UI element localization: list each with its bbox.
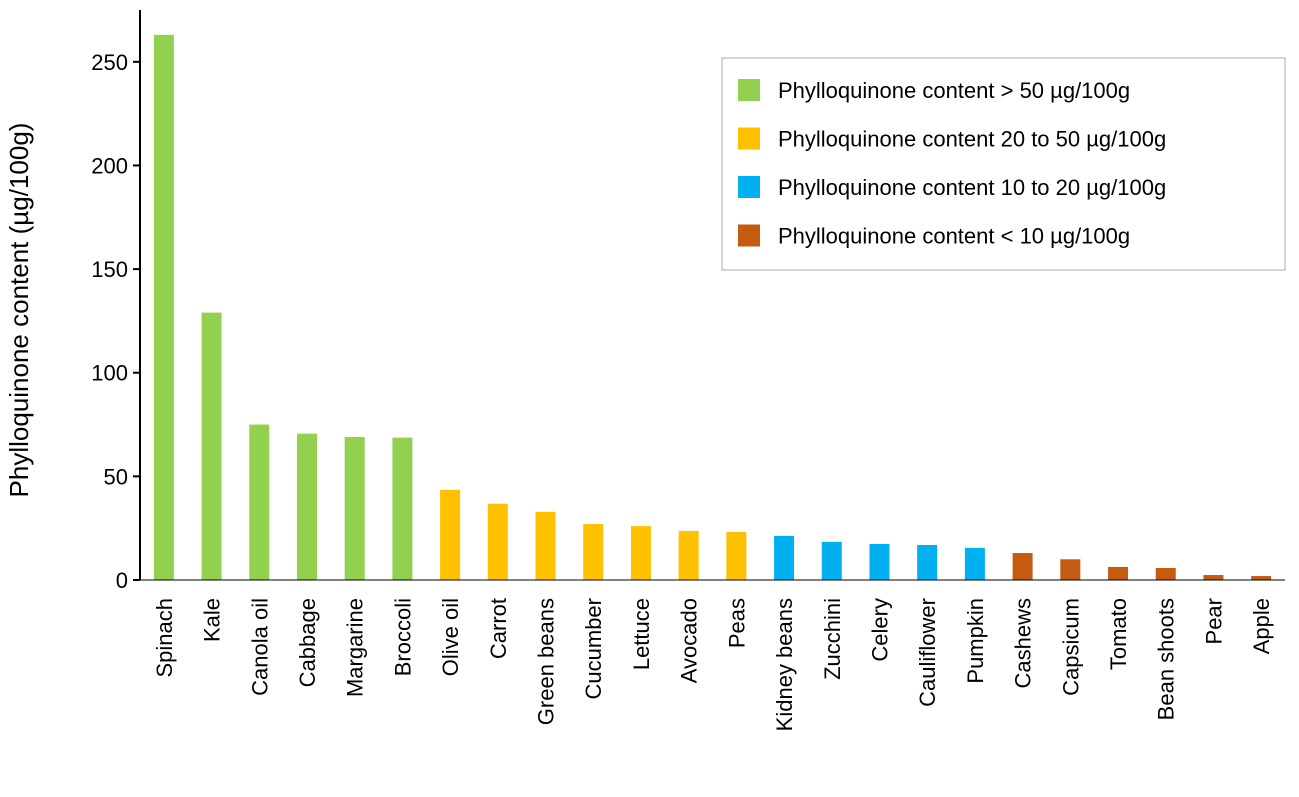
bar	[917, 544, 938, 580]
x-tick-label: Margarine	[343, 598, 368, 697]
bar	[1155, 567, 1176, 580]
legend-swatch	[738, 176, 760, 198]
x-tick-label: Olive oil	[438, 598, 463, 676]
legend-swatch	[738, 79, 760, 101]
x-tick-label: Zucchini	[820, 598, 845, 680]
x-tick-label: Cabbage	[295, 598, 320, 687]
bar	[487, 503, 508, 580]
x-tick-label: Cucumber	[581, 598, 606, 699]
x-tick-label: Spinach	[152, 598, 177, 678]
bar	[821, 541, 842, 580]
x-tick-label: Kale	[200, 598, 225, 642]
bar	[583, 524, 604, 580]
legend-label: Phylloquinone content > 50 µg/100g	[778, 78, 1130, 103]
y-tick-label: 0	[116, 568, 128, 593]
x-tick-label: Cauliflower	[915, 598, 940, 707]
bar	[964, 547, 985, 580]
x-tick-label: Canola oil	[247, 598, 272, 696]
x-tick-label: Peas	[724, 598, 749, 648]
bar	[1108, 566, 1129, 580]
y-tick-label: 50	[104, 464, 128, 489]
y-tick-label: 100	[91, 361, 128, 386]
bar	[392, 437, 413, 580]
bar	[344, 436, 365, 580]
x-tick-label: Apple	[1249, 598, 1274, 654]
bar	[296, 433, 317, 580]
x-tick-label: Avocado	[677, 598, 702, 683]
bar	[201, 312, 222, 580]
legend-box	[721, 57, 1286, 271]
x-tick-label: Cashews	[1011, 598, 1036, 688]
bar	[1203, 575, 1224, 580]
x-tick-label: Celery	[867, 598, 892, 662]
x-tick-label: Broccoli	[390, 598, 415, 676]
legend-label: Phylloquinone content < 10 µg/100g	[778, 224, 1130, 249]
x-tick-label: Capsicum	[1058, 598, 1083, 696]
bar	[249, 424, 270, 580]
bar	[726, 531, 747, 580]
legend-swatch	[738, 224, 760, 247]
bar	[440, 489, 461, 580]
bar	[869, 543, 890, 580]
bar	[535, 511, 556, 580]
bar	[630, 526, 651, 580]
bar	[774, 535, 795, 580]
legend-swatch	[738, 127, 760, 150]
x-tick-label: Green beans	[534, 598, 559, 725]
x-tick-label: Bean shoots	[1154, 598, 1179, 720]
bar	[1060, 559, 1081, 580]
legend-label: Phylloquinone content 20 to 50 µg/100g	[778, 127, 1166, 152]
legend-label: Phylloquinone content 10 to 20 µg/100g	[778, 175, 1166, 200]
bar	[153, 34, 174, 580]
bar	[678, 530, 699, 580]
y-tick-label: 150	[91, 257, 128, 282]
y-tick-label: 250	[91, 50, 128, 75]
x-tick-label: Pear	[1201, 598, 1226, 644]
x-tick-label: Pumpkin	[963, 598, 988, 684]
bar	[1251, 576, 1272, 580]
x-tick-label: Tomato	[1106, 598, 1131, 670]
x-tick-label: Lettuce	[629, 598, 654, 670]
y-axis-label: Phylloquinone content (µg/100g)	[4, 123, 34, 498]
bar	[1012, 553, 1033, 580]
x-tick-label: Carrot	[486, 598, 511, 659]
x-tick-label: Kidney beans	[772, 598, 797, 731]
y-tick-label: 200	[91, 153, 128, 178]
